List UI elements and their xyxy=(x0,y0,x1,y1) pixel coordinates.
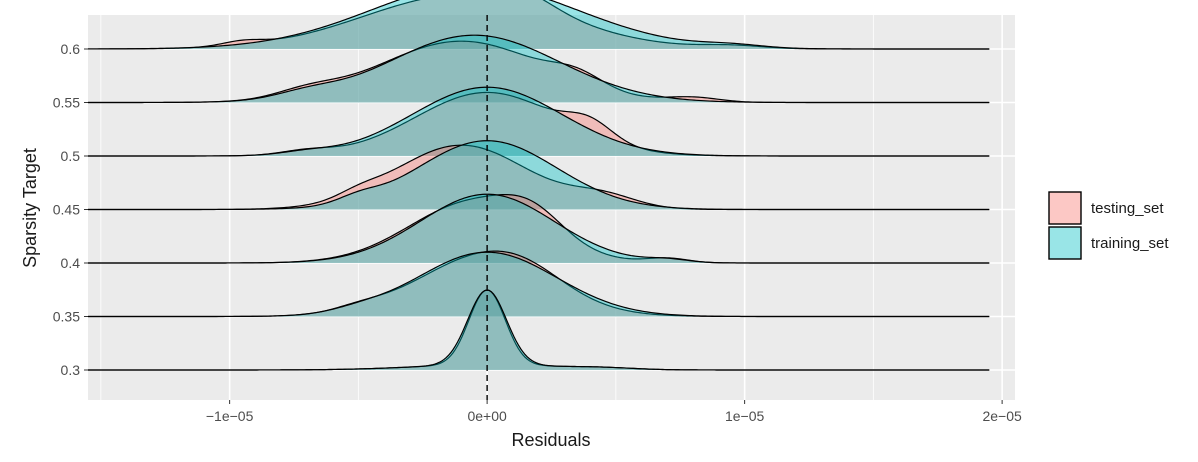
ridge-fill-testing_set-0.5 xyxy=(88,92,990,156)
x-tick-label: 0e+00 xyxy=(467,408,507,424)
y-axis: 0.3 0.35 0.4 0.45 0.5 0.55 0.6 xyxy=(53,41,88,378)
x-tick-label: 1e−05 xyxy=(725,408,765,424)
y-tick-label: 0.6 xyxy=(61,41,81,57)
legend-item-testing_set: testing_set xyxy=(1048,191,1164,225)
ridge-fill-testing_set-0.6 xyxy=(88,0,990,49)
legend: testing_set training_set xyxy=(1048,191,1169,260)
legend-label: training_set xyxy=(1091,235,1169,252)
x-axis-title: Residuals xyxy=(511,430,590,450)
x-axis: −1e−05 0e+00 1e−05 2e−05 xyxy=(206,400,1022,424)
ridge-line-training_set-0.45 xyxy=(88,140,990,211)
legend-label: testing_set xyxy=(1091,200,1164,217)
x-tick-label: −1e−05 xyxy=(206,408,254,424)
ridge-fill-training_set-0.4 xyxy=(88,194,990,263)
ridge-fill-testing_set-0.55 xyxy=(88,41,990,103)
legend-key xyxy=(1048,191,1082,225)
ridge-line-training_set-0.6 xyxy=(88,0,990,50)
ridge-line-training_set-0.4 xyxy=(88,193,990,264)
ridge-fill-training_set-0.45 xyxy=(88,140,990,210)
ridge-fill-training_set-0.5 xyxy=(88,87,990,156)
ridge-fill-training_set-0.6 xyxy=(88,0,990,49)
ridge-line-training_set-0.5 xyxy=(88,86,990,157)
ridge-line-training_set-0.3 xyxy=(88,289,990,371)
legend-item-training_set: training_set xyxy=(1048,226,1169,260)
y-axis-title: Sparsity Target xyxy=(20,148,40,268)
x-tick-label: 2e−05 xyxy=(982,408,1022,424)
y-tick-label: 0.45 xyxy=(53,202,80,218)
ridge-fill-testing_set-0.45 xyxy=(88,145,990,210)
y-tick-label: 0.3 xyxy=(61,362,81,378)
ridge-fill-testing_set-0.4 xyxy=(88,194,990,263)
ridges xyxy=(88,0,990,371)
y-tick-label: 0.35 xyxy=(53,309,80,325)
ridge-line-training_set-0.55 xyxy=(88,34,990,104)
y-tick-label: 0.5 xyxy=(61,148,81,164)
panel-background xyxy=(88,15,1015,400)
ridge-line-training_set-0.35 xyxy=(88,251,990,318)
ridge-fill-testing_set-0.35 xyxy=(88,251,990,317)
y-tick-label: 0.55 xyxy=(53,95,80,111)
y-tick-label: 0.4 xyxy=(61,255,81,271)
legend-key xyxy=(1048,226,1082,260)
ridge-fill-training_set-0.35 xyxy=(88,252,990,317)
